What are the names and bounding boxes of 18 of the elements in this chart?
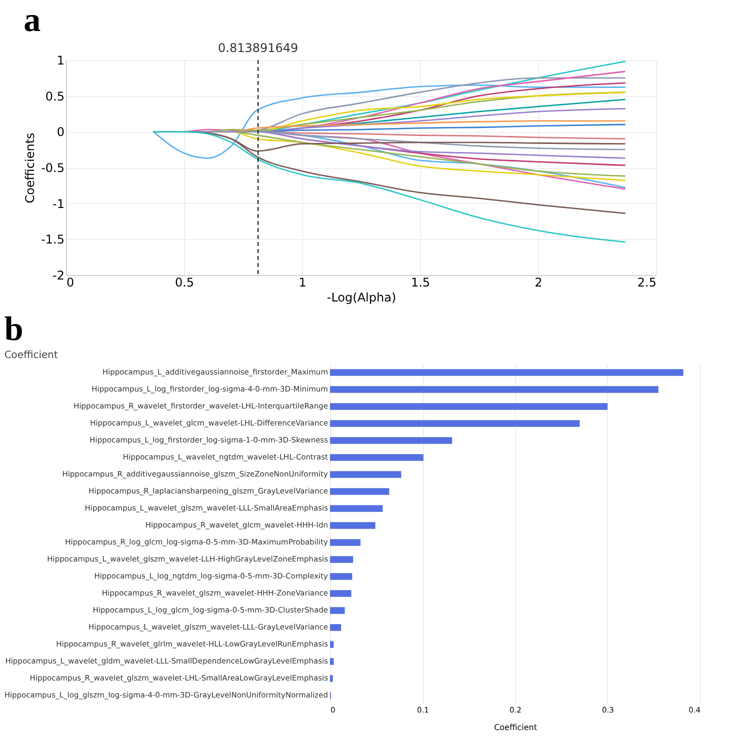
x-axis-title: -Log(Alpha) (326, 290, 396, 304)
y-tick-label: -1 (52, 196, 64, 211)
y-tick-label: -1.5 (41, 232, 64, 247)
x-tick-label: 2 (534, 276, 542, 290)
y-axis-title: Coefficients (23, 132, 38, 204)
ref-line-label: 0.813891649 (218, 41, 298, 55)
y-tick-label: -0.5 (41, 161, 64, 175)
text: Coefficient (4, 350, 58, 361)
y-tick-label: 0.5 (45, 89, 64, 104)
y-tick-label: -2 (52, 268, 64, 282)
y-tick-label: 0 (56, 125, 64, 140)
y-tick-label: 1 (56, 54, 64, 68)
x-tick-label: 1.5 (410, 276, 430, 290)
chart-title: a (24, 2, 41, 39)
x-tick-label: 1 (298, 276, 306, 290)
x-tick-label: 2.5 (637, 276, 656, 290)
text: b (4, 311, 24, 348)
x-axis-title: Coefficient (494, 723, 537, 732)
